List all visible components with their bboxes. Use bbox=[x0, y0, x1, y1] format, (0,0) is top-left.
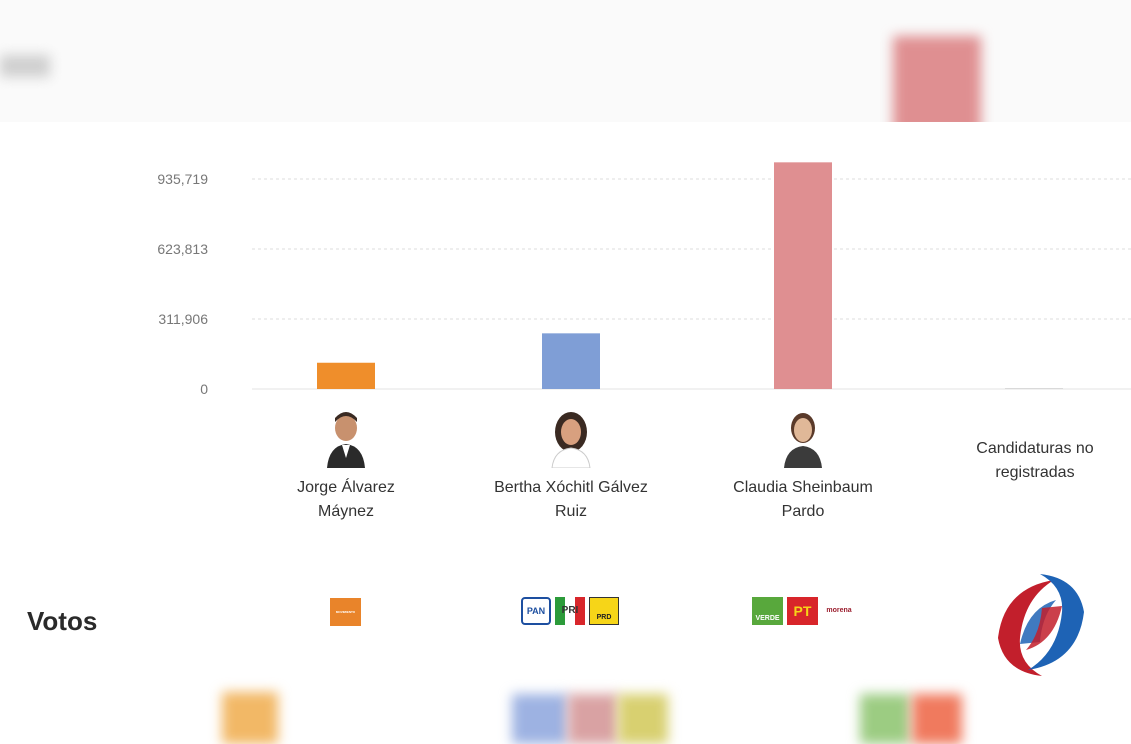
y-tick-label: 623,813 bbox=[157, 241, 208, 257]
blurred-logo-pt bbox=[912, 694, 962, 744]
prd-logo: PRD bbox=[589, 597, 619, 625]
bar-2 bbox=[542, 333, 600, 389]
mc-label: MOVIMIENTO CIUDADANO bbox=[335, 610, 356, 642]
candidate-name-line2: registradas bbox=[995, 464, 1075, 481]
y-tick-label: 935,719 bbox=[157, 171, 208, 187]
blurred-bar-claudia-top bbox=[893, 36, 981, 122]
chart-bars bbox=[317, 162, 1063, 389]
chart-grid bbox=[252, 178, 1131, 390]
y-tick-label: 0 bbox=[200, 381, 208, 397]
pri-logo: PRI bbox=[555, 597, 585, 625]
y-axis-ticks: 0 311,906 623,813 935,719 bbox=[157, 171, 208, 397]
bar-4 bbox=[1005, 388, 1063, 389]
candidate-name-line1: Claudia Sheinbaum bbox=[733, 479, 873, 496]
party-logos-claudia: VERDE PT morena bbox=[752, 597, 856, 625]
blurred-logo-verde bbox=[860, 694, 910, 744]
blurred-logo-prd bbox=[618, 694, 668, 744]
pt-logo: PT bbox=[787, 597, 818, 625]
movimiento-ciudadano-logo: MOVIMIENTO CIUDADANO bbox=[330, 598, 361, 642]
avatar-bertha bbox=[548, 408, 594, 469]
candidate-jorge: Jorge Álvarez Máynez bbox=[246, 408, 446, 524]
bar-3 bbox=[774, 162, 832, 389]
blurred-header-band bbox=[0, 0, 1131, 122]
candidate-name-line2: Máynez bbox=[317, 503, 375, 520]
candidate-bertha: Bertha Xóchitl Gálvez Ruiz bbox=[471, 408, 671, 524]
candidate-name-jorge: Jorge Álvarez Máynez bbox=[246, 476, 446, 524]
candidate-name-line1: Bertha Xóchitl Gálvez bbox=[494, 479, 648, 496]
candidate-no-registradas: Candidaturas no registradas bbox=[935, 437, 1131, 485]
verde-logo: VERDE bbox=[752, 597, 783, 625]
blurred-footer-band bbox=[0, 648, 1131, 744]
pan-logo: PAN bbox=[521, 597, 551, 625]
candidate-name-no-registradas: Candidaturas no registradas bbox=[935, 437, 1131, 485]
votes-bar-chart: 0 311,906 623,813 935,719 bbox=[157, 162, 1131, 397]
bar-1 bbox=[317, 362, 375, 389]
candidate-claudia: Claudia Sheinbaum Pardo bbox=[703, 408, 903, 524]
candidate-name-line1: Candidaturas no bbox=[976, 440, 1094, 457]
party-logos-bertha: PAN PRI PRD bbox=[521, 597, 619, 625]
candidate-name-claudia: Claudia Sheinbaum Pardo bbox=[703, 476, 903, 524]
y-tick-label: 311,906 bbox=[158, 311, 208, 327]
votos-label: Votos bbox=[27, 606, 98, 636]
candidate-name-line1: Jorge Álvarez bbox=[297, 479, 395, 496]
blurred-logo-mc bbox=[222, 692, 278, 744]
candidate-name-line2: Ruiz bbox=[554, 503, 587, 520]
candidate-name-line2: Pardo bbox=[781, 503, 825, 520]
avatar-claudia bbox=[780, 408, 826, 468]
blurred-title bbox=[0, 55, 50, 77]
party-logos-jorge: MOVIMIENTO CIUDADANO bbox=[330, 598, 361, 642]
blurred-logo-pri bbox=[568, 694, 618, 744]
avatar-jorge bbox=[323, 408, 369, 468]
watermark-logo bbox=[988, 572, 1094, 678]
candidate-name-bertha: Bertha Xóchitl Gálvez Ruiz bbox=[471, 476, 671, 524]
blurred-logo-pan bbox=[512, 694, 568, 744]
morena-logo: morena bbox=[826, 607, 852, 614]
